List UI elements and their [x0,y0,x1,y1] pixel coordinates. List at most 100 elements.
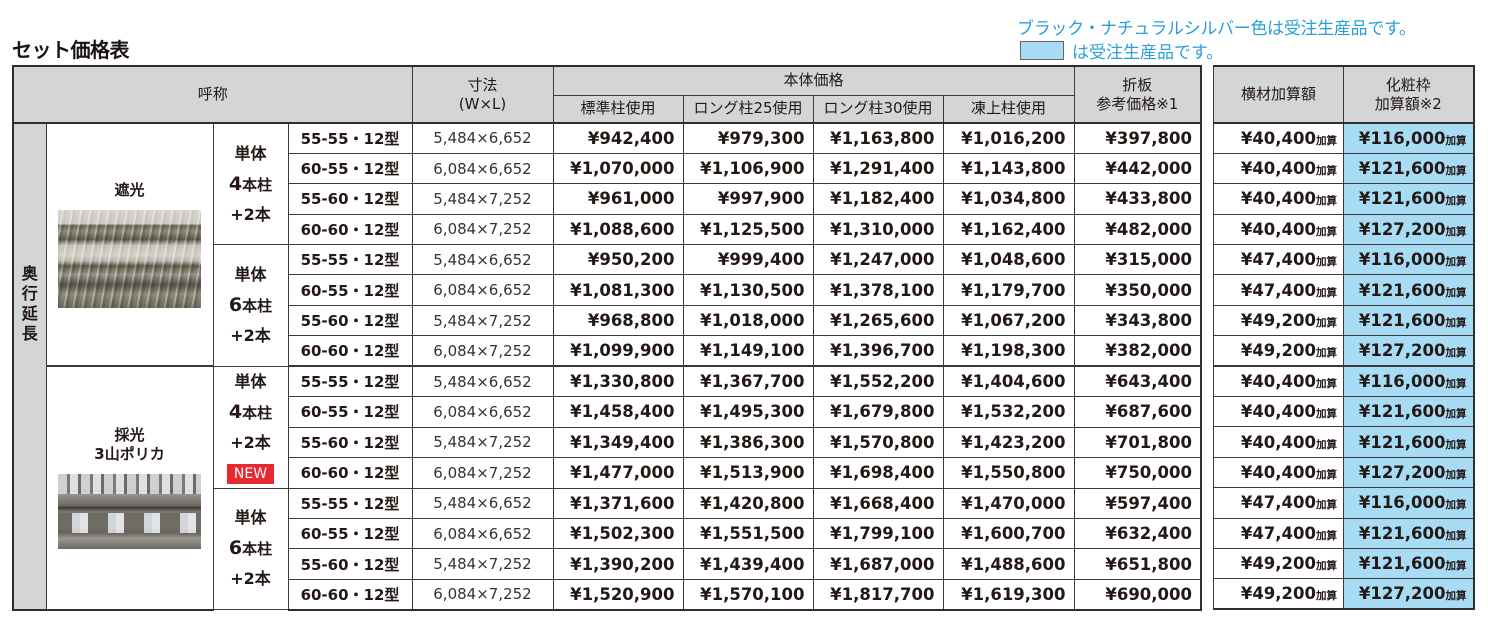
price-standard: ¥950,200 [552,244,684,276]
price-long25: ¥1,386,300 [682,426,814,459]
size-cell: 6,084×7,252 [411,578,554,611]
header-frost-post: 凍上柱使用 [942,94,1075,124]
price-frost: ¥1,143,800 [942,152,1075,185]
addon-row: ¥40,400加算 ¥121,600加算 [1213,426,1475,458]
add-suffix: 加算 [1445,560,1467,573]
table-row: 60-55・12型 6,084×6,652 ¥1,458,400 ¥1,495,… [13,396,1202,428]
add-suffix: 加算 [1316,590,1337,603]
header-body-price: 本体価格 [552,65,1075,96]
legend-note: は受注生産品です。 [1020,38,1223,63]
post-config-line3: +2本 [230,569,271,589]
add-suffix: 加算 [1316,560,1337,573]
price-standard: ¥1,088,600 [552,213,684,246]
crossbar-add-cell: ¥40,400加算 [1213,122,1344,154]
crossbar-amount: ¥40,400 [1240,219,1316,239]
post-config-line2: 6本柱 [214,533,287,564]
price-frost: ¥1,470,000 [942,487,1075,520]
price-folded-plate: ¥482,000 [1073,213,1202,246]
add-suffix: 加算 [1316,286,1337,299]
cosmetic-amount: ¥121,600 [1358,523,1446,543]
legend-note-text: は受注生産品です。 [1072,43,1224,63]
price-long25: ¥1,018,000 [682,304,814,337]
addon-row: ¥49,200加算 ¥121,600加算 [1213,304,1475,337]
price-long30: ¥1,668,400 [812,487,944,520]
cosmetic-amount: ¥121,600 [1358,189,1446,209]
post-config-cell: 単体 4本柱 +2本 NEW [212,365,289,489]
size-cell: 5,484×7,252 [411,426,554,459]
price-frost: ¥1,532,200 [942,396,1075,428]
add-suffix: 加算 [1445,408,1467,421]
new-badge: NEW [226,463,275,484]
add-suffix: 加算 [1316,468,1337,481]
addon-row: ¥47,400加算 ¥116,000加算 [1213,244,1475,276]
add-suffix: 加算 [1316,317,1337,330]
price-folded-plate: ¥315,000 [1073,244,1202,276]
price-standard: ¥1,371,600 [552,487,684,520]
shade-panel-image [58,210,201,309]
price-standard: ¥942,400 [552,122,684,154]
made-to-order-note: ブラック・ナチュラルシルバー色は受注生産品です。 [1017,19,1416,39]
price-long30: ¥1,291,400 [812,152,944,185]
header-cosmetic-frame: 化粧枠 加算額※2 [1343,65,1475,124]
size-cell: 6,084×6,652 [411,152,554,185]
table-row: 60-60・12型 6,084×7,252 ¥1,520,900 ¥1,570,… [13,578,1202,611]
crossbar-add-cell: ¥47,400加算 [1213,487,1344,519]
header-size: 寸法 (W×L) [411,65,554,124]
table-row: 60-55・12型 6,084×6,652 ¥1,070,000 ¥1,106,… [13,152,1202,185]
post-config-line2: 4本柱 [214,397,287,428]
cosmetic-amount: ¥116,000 [1358,128,1446,148]
price-folded-plate: ¥597,400 [1073,487,1202,520]
price-standard: ¥1,458,400 [552,396,684,428]
price-long30: ¥1,182,400 [812,183,944,215]
size-cell: 6,084×7,252 [411,213,554,246]
price-frost: ¥1,067,200 [942,304,1075,337]
model-cell: 60-60・12型 [287,213,413,246]
add-suffix: 加算 [1445,225,1467,238]
cosmetic-amount: ¥127,200 [1358,462,1446,482]
add-suffix: 加算 [1316,529,1337,542]
add-suffix: 加算 [1316,165,1337,178]
highlight-swatch [1020,41,1064,60]
cosmetic-add-cell: ¥121,600加算 [1343,304,1475,337]
add-suffix: 加算 [1445,134,1467,147]
post-unit: 本柱 [242,403,273,422]
post-config-line3: +2本 [230,204,271,224]
model-cell: 60-60・12型 [287,578,413,611]
price-long30: ¥1,817,700 [812,578,944,611]
add-suffix: 加算 [1445,256,1467,269]
add-suffix: 加算 [1316,195,1337,208]
cosmetic-amount: ¥127,200 [1358,219,1446,239]
size-cell: 5,484×7,252 [411,183,554,215]
price-table-addons: 横材加算額 化粧枠 加算額※2 ¥40,400加算 ¥116,000加算 ¥40,… [1213,65,1475,611]
price-long25: ¥1,125,500 [682,213,814,246]
crossbar-amount: ¥47,400 [1240,280,1316,300]
category-char: 長 [21,324,38,343]
crossbar-add-cell: ¥40,400加算 [1213,456,1344,489]
product-cell: 遮光 [45,122,214,368]
addon-row: ¥40,400加算 ¥121,600加算 [1213,396,1475,428]
add-suffix: 加算 [1445,317,1467,330]
crossbar-add-cell: ¥47,400加算 [1213,244,1344,276]
model-cell: 55-60・12型 [287,183,413,215]
price-long30: ¥1,247,000 [812,244,944,276]
cosmetic-add-cell: ¥121,600加算 [1343,152,1475,185]
crossbar-amount: ¥40,400 [1240,432,1316,452]
price-frost: ¥1,404,600 [942,365,1075,398]
add-suffix: 加算 [1316,408,1337,421]
addon-row: ¥47,400加算 ¥121,600 加算 [1213,517,1475,549]
post-unit: 本柱 [242,175,273,194]
price-standard: ¥1,081,300 [552,274,684,306]
add-suffix: 加算 [1316,438,1337,451]
product-name: 採光 3山ポリカ [47,426,212,464]
size-cell: 6,084×6,652 [411,274,554,306]
cosmetic-add-cell: ¥116,000加算 [1343,487,1475,519]
price-folded-plate: ¥643,400 [1073,365,1202,398]
crossbar-add-cell: ¥47,400加算 [1213,517,1344,549]
size-cell: 5,484×6,652 [411,122,554,154]
crossbar-amount: ¥40,400 [1240,402,1316,422]
price-long30: ¥1,378,100 [812,274,944,306]
price-long30: ¥1,396,700 [812,335,944,368]
page-title: セット価格表 [12,38,130,62]
header-name: 呼称 [12,65,413,124]
add-suffix: 加算 [1445,590,1467,603]
